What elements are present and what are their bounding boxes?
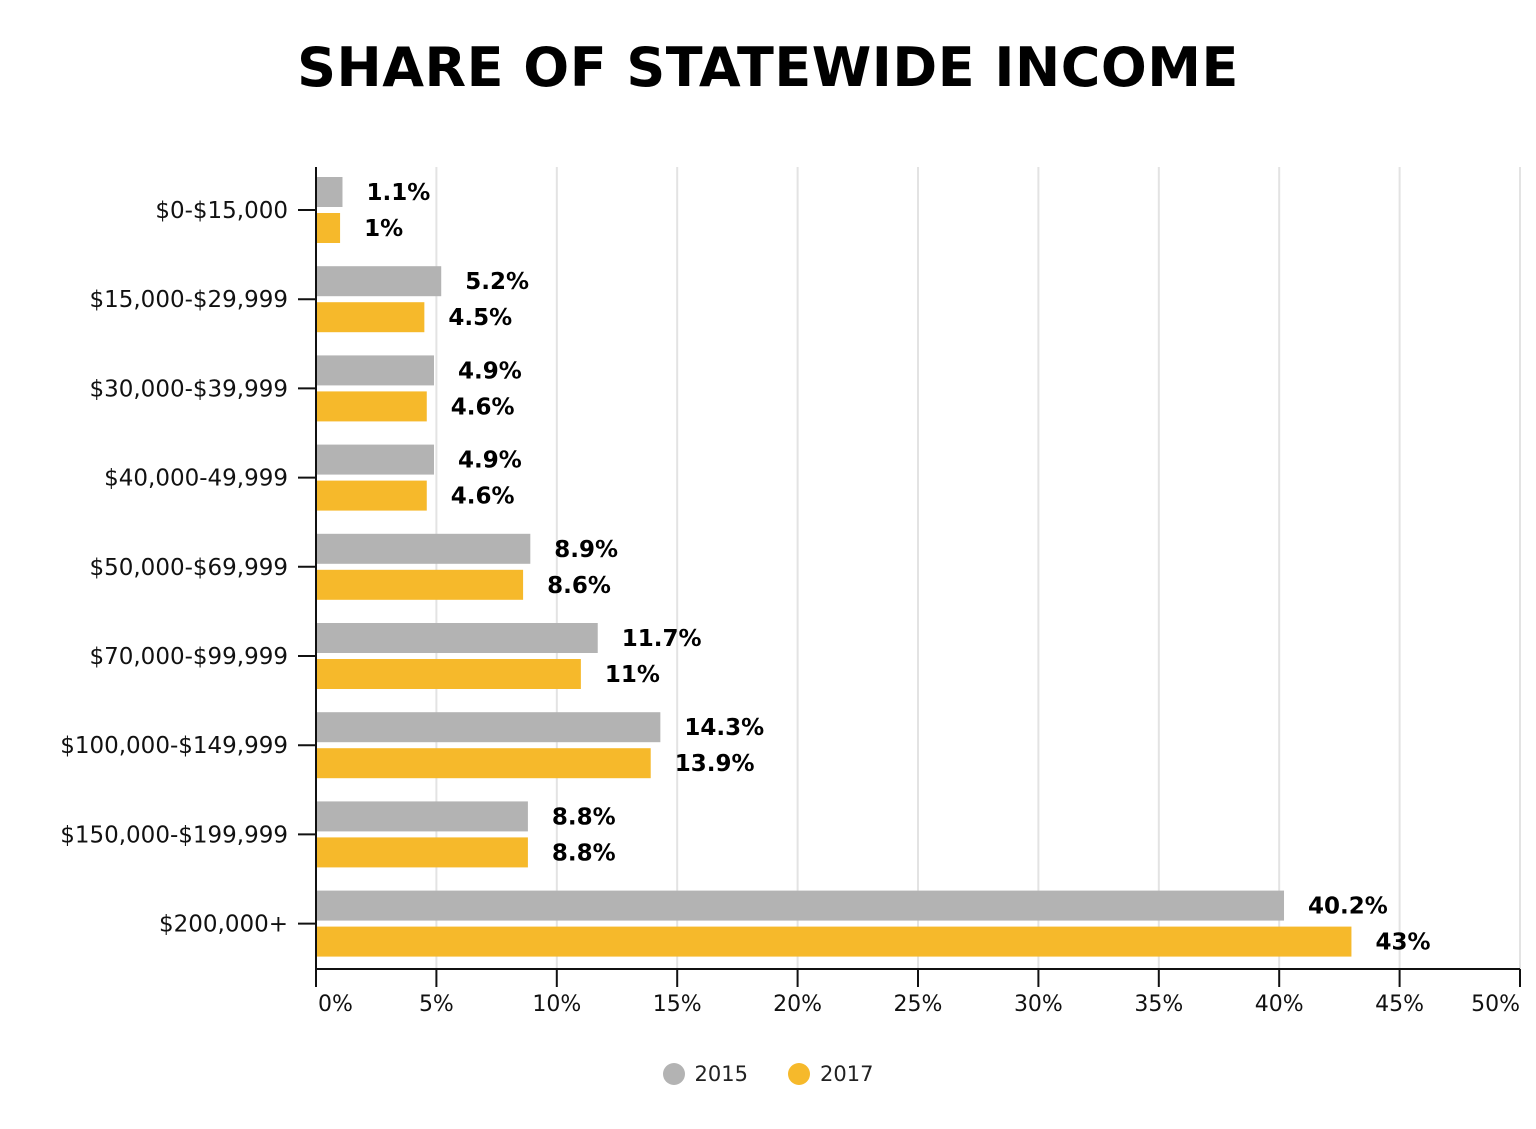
- chart-title: SHARE OF STATEWIDE INCOME: [297, 36, 1239, 99]
- category-label-5: $70,000-$99,999: [89, 644, 288, 670]
- legend-item-2017: 2017: [788, 1062, 873, 1086]
- bar-2015-0: [316, 177, 343, 207]
- data-label-2017-7: 8.8%: [552, 840, 616, 866]
- data-label-2017-1: 4.5%: [448, 305, 512, 331]
- data-label-2015-8: 40.2%: [1308, 894, 1388, 920]
- bar-2017-2: [316, 391, 427, 422]
- bar-2017-7: [316, 837, 528, 868]
- bar-2017-4: [316, 569, 524, 600]
- category-label-7: $150,000-$199,999: [60, 822, 288, 848]
- data-label-2017-8: 43%: [1375, 930, 1430, 956]
- bar-2017-5: [316, 659, 581, 689]
- category-label-0: $0-$15,000: [155, 198, 288, 224]
- category-label-4: $50,000-$69,999: [89, 555, 288, 581]
- bar-2015-1: [316, 266, 442, 297]
- data-label-2015-0: 1.1%: [366, 180, 430, 206]
- legend-swatch-2015: [662, 1063, 685, 1085]
- data-label-2015-5: 11.7%: [622, 626, 702, 652]
- data-label-2017-6: 13.9%: [675, 751, 755, 777]
- data-label-2015-2: 4.9%: [458, 358, 522, 384]
- category-label-2: $30,000-$39,999: [89, 376, 288, 402]
- x-tick-label-7: 35%: [1134, 992, 1183, 1017]
- x-tick-label-1: 5%: [419, 992, 454, 1017]
- bars: [316, 177, 1352, 957]
- bar-chart: 1.1% 1% $0-$15,000 5.2% 4.5% $15,000-$29,999 4…: [60, 167, 1521, 1017]
- data-label-2015-7: 8.8%: [552, 804, 616, 830]
- x-tick-label-2: 10%: [532, 992, 581, 1017]
- labels: 1.1% 1% $0-$15,000 5.2% 4.5% $15,000-$29,999 4…: [60, 180, 1520, 1017]
- x-tick-label-9: 45%: [1375, 992, 1424, 1017]
- grid-lines: [435, 167, 1521, 969]
- bar-2017-1: [316, 302, 425, 333]
- x-tick-label-5: 25%: [894, 992, 943, 1017]
- x-tick-label-0: 0%: [318, 992, 353, 1017]
- category-label-8: $200,000+: [159, 912, 288, 938]
- data-label-2017-5: 11%: [605, 662, 660, 688]
- data-label-2017-3: 4.6%: [451, 484, 515, 510]
- x-tick-label-6: 30%: [1014, 992, 1063, 1017]
- legend-item-2015: 2015: [662, 1062, 748, 1086]
- bar-2015-7: [316, 801, 528, 832]
- bar-2015-5: [316, 623, 598, 653]
- data-label-2017-4: 8.6%: [547, 573, 611, 599]
- legend-label-2015: 2015: [694, 1062, 748, 1086]
- x-tick-label-3: 15%: [653, 992, 702, 1017]
- x-tick-label-4: 20%: [773, 992, 822, 1017]
- bar-2015-6: [316, 712, 661, 743]
- category-label-3: $40,000-49,999: [104, 466, 288, 492]
- legend-swatch-2017: [788, 1063, 810, 1085]
- bar-2015-2: [316, 355, 434, 386]
- chart-legend: 2015 2017: [0, 1062, 1536, 1086]
- data-label-2015-1: 5.2%: [465, 269, 529, 295]
- data-label-2015-4: 8.9%: [554, 537, 618, 563]
- category-label-1: $15,000-$29,999: [89, 287, 288, 313]
- data-label-2015-3: 4.9%: [458, 448, 522, 474]
- bar-2017-3: [316, 480, 427, 511]
- data-label-2017-0: 1%: [364, 216, 403, 242]
- data-label-2015-6: 14.3%: [684, 715, 764, 741]
- category-label-6: $100,000-$149,999: [60, 733, 288, 759]
- bar-2017-8: [316, 926, 1352, 957]
- bar-2015-4: [316, 533, 531, 564]
- bar-2017-6: [316, 748, 651, 779]
- axes: [298, 167, 1521, 987]
- x-tick-label-10: 50%: [1471, 992, 1520, 1017]
- bar-2015-8: [316, 890, 1285, 921]
- legend-label-2017: 2017: [820, 1062, 874, 1086]
- bar-2017-0: [316, 213, 341, 243]
- x-tick-label-8: 40%: [1255, 992, 1304, 1017]
- bar-2015-3: [316, 444, 434, 475]
- data-label-2017-2: 4.6%: [451, 394, 515, 420]
